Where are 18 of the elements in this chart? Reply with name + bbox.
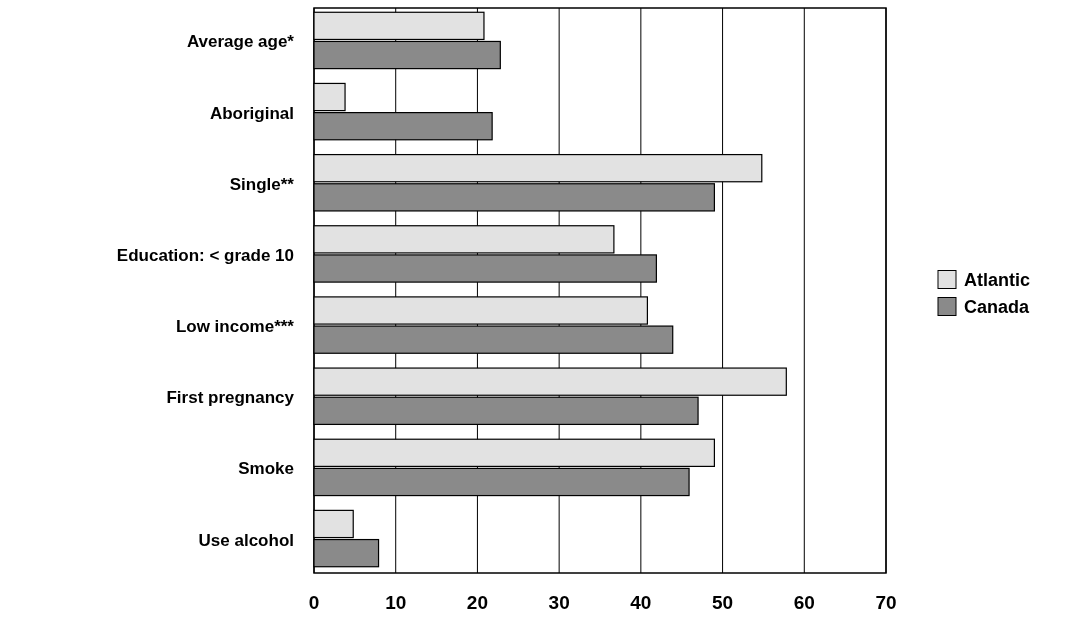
legend-label: Atlantic [964, 269, 1031, 290]
x-tick-label: 10 [385, 592, 407, 613]
legend-label: Canada [964, 296, 1031, 317]
y-tick-label: Low income*** [175, 317, 295, 337]
y-tick-label: Smoke [238, 459, 294, 479]
x-tick-label: 30 [548, 592, 570, 613]
y-tick-label: Education: < grade 10 [116, 245, 294, 265]
x-tick-label: 60 [793, 592, 815, 613]
y-tick-label: Use alcohol [198, 530, 294, 550]
y-tick-label: Aboriginal [209, 103, 294, 123]
y-tick-label: Average age* [186, 32, 295, 52]
y-tick-label: Single** [229, 174, 295, 194]
y-tick-label: First pregnancy [166, 388, 295, 408]
x-tick-label: 40 [630, 592, 652, 613]
x-tick-label: 70 [875, 592, 897, 613]
x-tick-label: 50 [712, 592, 734, 613]
x-tick-label: 20 [466, 592, 488, 613]
x-tick-label: 0 [308, 592, 320, 613]
